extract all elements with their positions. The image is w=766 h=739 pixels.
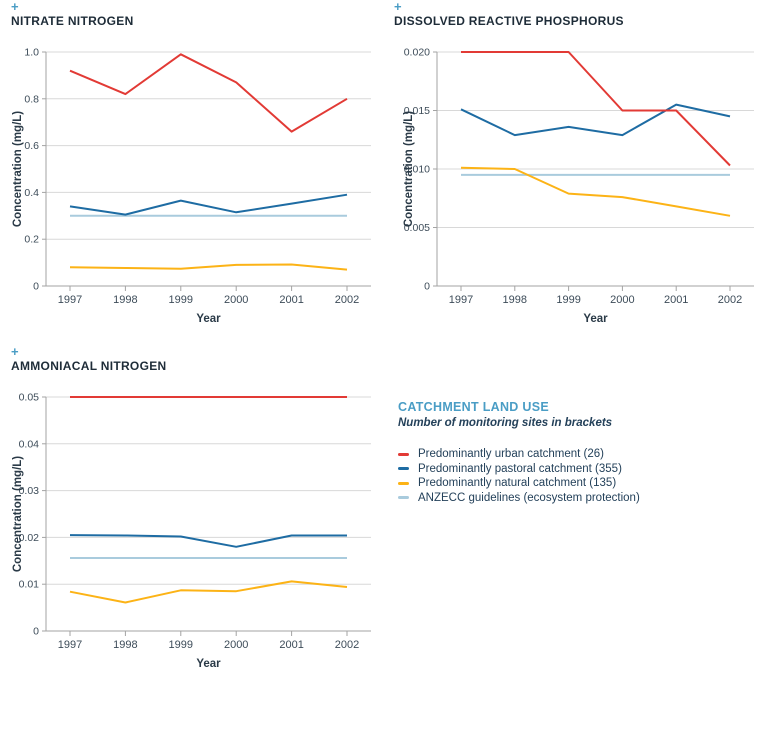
svg-text:2000: 2000 xyxy=(610,294,634,306)
svg-text:0.2: 0.2 xyxy=(24,234,39,246)
legend-subtitle: Number of monitoring sites in brackets xyxy=(398,417,613,429)
svg-text:2002: 2002 xyxy=(335,639,359,651)
ammoniacal-nitrogen-chart: 0 0.01 0.02 0.03 0.04 0.05 1997 1998 1999 2000 200… xyxy=(12,392,371,670)
svg-text:1998: 1998 xyxy=(113,294,137,306)
chart-title-nitrate-nitrogen: NITRATE NITROGEN xyxy=(11,14,134,28)
svg-text:0: 0 xyxy=(33,626,39,638)
svg-text:0.4: 0.4 xyxy=(24,187,39,199)
svg-text:2002: 2002 xyxy=(335,294,359,306)
legend-item-natural: Predominantly natural catchment (135) xyxy=(398,476,766,491)
svg-text:2002: 2002 xyxy=(718,294,742,306)
svg-text:0.010: 0.010 xyxy=(404,164,430,176)
svg-text:2001: 2001 xyxy=(664,294,688,306)
svg-text:0.02: 0.02 xyxy=(19,532,40,544)
svg-text:0.03: 0.03 xyxy=(19,485,40,497)
expand-icon[interactable]: + xyxy=(11,0,19,14)
chart-title-ammoniacal-nitrogen: AMMONIACAL NITROGEN xyxy=(11,359,167,373)
svg-text:1997: 1997 xyxy=(449,294,473,306)
legend-item-pastoral: Predominantly pastoral catchment (355) xyxy=(398,462,766,477)
svg-text:0.8: 0.8 xyxy=(24,93,39,105)
pastoral-line-swatch-icon xyxy=(398,467,409,471)
svg-text:0: 0 xyxy=(424,281,430,293)
svg-text:0.015: 0.015 xyxy=(404,105,430,117)
legend-title: CATCHMENT LAND USE xyxy=(398,400,549,414)
legend-item-label: Predominantly urban catchment (26) xyxy=(418,448,605,461)
legend-item-label: Predominantly pastoral catchment (355) xyxy=(418,462,622,475)
ammoniacal-nitrogen-section: + AMMONIACAL NITROGEN 0 0.01 0.02 0.03 0.04 0… xyxy=(0,345,383,684)
svg-text:Concentration (mg/L): Concentration (mg/L) xyxy=(12,456,24,572)
svg-text:0.6: 0.6 xyxy=(24,140,39,152)
svg-text:1999: 1999 xyxy=(169,294,193,306)
svg-text:0.05: 0.05 xyxy=(19,392,40,404)
svg-text:Year: Year xyxy=(583,313,608,325)
svg-text:2000: 2000 xyxy=(224,639,248,651)
svg-text:Year: Year xyxy=(196,658,221,670)
svg-text:1998: 1998 xyxy=(503,294,527,306)
legend-list: Predominantly urban catchment (26) Predo… xyxy=(398,447,766,505)
svg-text:Year: Year xyxy=(196,313,221,325)
legend-item-label: ANZECC guidelines (ecosystem protection) xyxy=(418,491,640,504)
svg-text:Concentration (mg/L): Concentration (mg/L) xyxy=(12,111,24,227)
natural-line-swatch-icon xyxy=(398,481,409,485)
svg-text:1997: 1997 xyxy=(58,294,82,306)
chart-title-dissolved-reactive-phosphorus: DISSOLVED REACTIVE PHOSPHORUS xyxy=(394,14,624,28)
svg-text:0.005: 0.005 xyxy=(404,222,430,234)
svg-text:Concentration (mg/L): Concentration (mg/L) xyxy=(403,111,415,227)
svg-text:2001: 2001 xyxy=(279,294,303,306)
nitrate-nitrogen-chart: 0 0.2 0.4 0.6 0.8 1.0 1997 1998 1999 2000 2001 2002… xyxy=(12,47,371,325)
dissolved-reactive-phosphorus-section: + DISSOLVED REACTIVE PHOSPHORUS 0 0.005 0.… xyxy=(383,0,766,345)
svg-text:1998: 1998 xyxy=(113,639,137,651)
svg-text:0: 0 xyxy=(33,281,39,293)
svg-text:1997: 1997 xyxy=(58,639,82,651)
svg-text:0.04: 0.04 xyxy=(19,438,40,450)
nitrate-nitrogen-section: + NITRATE NITROGEN 0 0.2 0.4 0.6 0.8 1.0 1997 1… xyxy=(0,0,383,345)
legend-item-label: Predominantly natural catchment (135) xyxy=(418,477,617,490)
svg-text:1999: 1999 xyxy=(556,294,580,306)
svg-text:1.0: 1.0 xyxy=(24,47,39,59)
expand-icon[interactable]: + xyxy=(11,344,19,359)
svg-text:1999: 1999 xyxy=(169,639,193,651)
urban-line-swatch-icon xyxy=(398,452,409,456)
legend-item-urban: Predominantly urban catchment (26) xyxy=(398,447,766,462)
svg-text:2001: 2001 xyxy=(279,639,303,651)
expand-icon[interactable]: + xyxy=(394,0,402,14)
svg-text:0.020: 0.020 xyxy=(404,47,430,59)
chart-legend: CATCHMENT LAND USE Number of monitoring … xyxy=(383,345,766,739)
legend-item-anzecc-guidelines: ANZECC guidelines (ecosystem protection) xyxy=(398,491,766,506)
anzecc-guideline-swatch-icon xyxy=(398,496,409,500)
svg-text:0.01: 0.01 xyxy=(19,579,40,591)
svg-text:2000: 2000 xyxy=(224,294,248,306)
dissolved-reactive-phosphorus-chart: 0 0.005 0.010 0.015 0.020 1997 1998 1999 2000 200… xyxy=(403,47,754,325)
